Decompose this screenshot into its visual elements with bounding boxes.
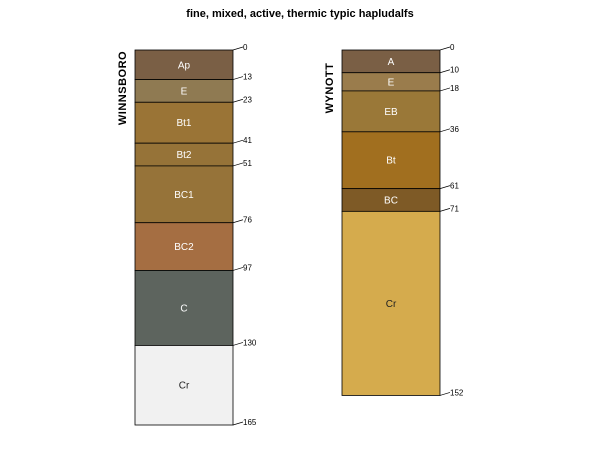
diagram-title: fine, mixed, active, thermic typic haplu… bbox=[186, 8, 413, 20]
depth-tick bbox=[439, 185, 451, 189]
depth-tick bbox=[232, 139, 244, 144]
horizon-label: Bt1 bbox=[176, 118, 191, 129]
depth-tick bbox=[232, 421, 244, 426]
depth-label: 71 bbox=[450, 204, 459, 213]
horizon-bt1 bbox=[134, 101, 234, 144]
depth-tick bbox=[439, 69, 451, 74]
depth-label: 13 bbox=[243, 73, 252, 82]
profile-wynott: AE EB Bt BC Cr 0 10 18 36 61 71 152 WYNOTT bbox=[324, 43, 464, 397]
horizon-ap bbox=[134, 49, 234, 80]
horizon-c bbox=[134, 270, 234, 346]
horizon-label: Bt2 bbox=[176, 150, 191, 161]
horizon-label: E bbox=[388, 77, 395, 88]
horizon-cr bbox=[134, 345, 234, 426]
depth-tick bbox=[232, 46, 244, 51]
depth-label: 18 bbox=[450, 84, 459, 93]
horizon-bt bbox=[341, 131, 441, 190]
horizon-eb bbox=[341, 90, 441, 133]
depth-tick bbox=[439, 128, 451, 133]
depth-tick bbox=[232, 76, 244, 80]
horizon-label: BC2 bbox=[174, 242, 194, 253]
horizon-label: C bbox=[180, 303, 187, 314]
depth-tick bbox=[439, 208, 451, 212]
depth-label: 23 bbox=[243, 95, 252, 104]
depth-tick bbox=[439, 392, 451, 396]
depth-tick bbox=[232, 267, 244, 271]
horizon-label: EB bbox=[384, 107, 398, 118]
depth-label: 165 bbox=[243, 418, 257, 427]
horizon-label: Ap bbox=[178, 60, 191, 71]
horizon-label: Cr bbox=[179, 381, 190, 392]
depth-tick bbox=[232, 219, 244, 224]
depth-label: 51 bbox=[243, 159, 252, 168]
depth-label: 0 bbox=[243, 43, 248, 52]
horizon-bc1 bbox=[134, 165, 234, 224]
depth-label: 41 bbox=[243, 136, 252, 145]
depth-tick bbox=[232, 98, 244, 103]
horizon-bc2 bbox=[134, 222, 234, 271]
depth-label: 10 bbox=[450, 66, 459, 75]
depth-tick bbox=[232, 162, 244, 167]
depth-tick bbox=[232, 342, 244, 346]
depth-label: 152 bbox=[450, 388, 464, 397]
profiles-group: Ap E Bt1 Bt2 BC1 BC2 C Cr 0 13 23 41 51 76 97 130 165 WIN… bbox=[117, 43, 464, 427]
horizon-label: BC bbox=[384, 196, 398, 207]
horizon-label: BC1 bbox=[174, 190, 194, 201]
depth-label: 36 bbox=[450, 125, 459, 134]
profile-name: WYNOTT bbox=[324, 63, 336, 114]
depth-label: 76 bbox=[243, 216, 252, 225]
horizon-label: Cr bbox=[386, 299, 397, 310]
depth-label: 61 bbox=[450, 182, 459, 191]
horizon-label: Bt bbox=[386, 156, 396, 167]
horizon-cr bbox=[341, 210, 441, 396]
depth-label: 0 bbox=[450, 43, 455, 52]
profile-winnsboro: Ap E Bt1 Bt2 BC1 BC2 C Cr 0 13 23 41 51 76 97 130 165 WIN… bbox=[117, 43, 257, 427]
profile-name: WINNSBORO bbox=[117, 51, 129, 125]
horizon-label: E bbox=[181, 86, 188, 97]
depth-label: 130 bbox=[243, 338, 257, 347]
depth-label: 97 bbox=[243, 263, 252, 272]
depth-tick bbox=[439, 46, 451, 51]
depth-tick bbox=[439, 87, 451, 92]
horizon-label: A bbox=[388, 57, 395, 68]
